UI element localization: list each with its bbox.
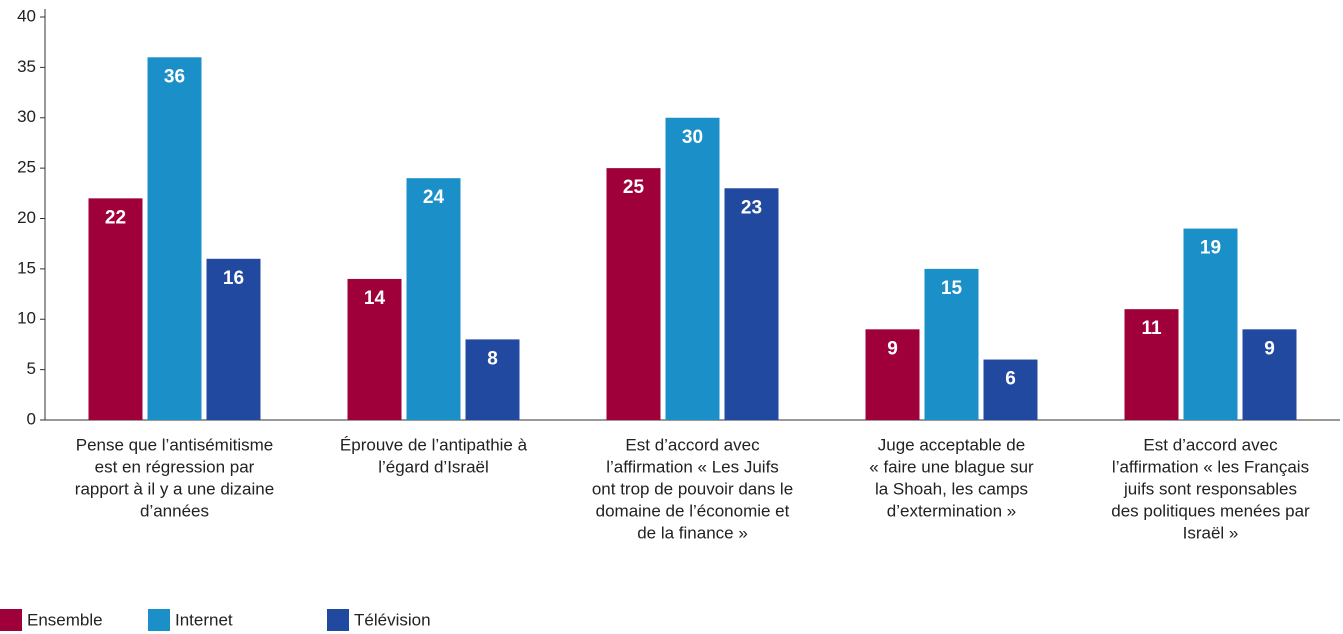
legend-label: Ensemble <box>27 610 103 629</box>
value-label: 24 <box>423 187 445 208</box>
y-tick-label: 5 <box>27 359 36 378</box>
x-tick-label: juifs sont responsables <box>1123 479 1297 498</box>
bar <box>206 258 261 420</box>
x-tick-label: Israël » <box>1183 523 1239 542</box>
value-label: 22 <box>105 207 126 228</box>
value-label: 36 <box>164 66 185 87</box>
value-label: 11 <box>1141 318 1162 339</box>
bar <box>606 168 661 420</box>
bar <box>983 359 1038 420</box>
y-tick-label: 20 <box>17 208 36 227</box>
x-tick-label: Éprouve de l’antipathie à <box>340 435 528 454</box>
legend-swatch <box>327 609 349 631</box>
y-tick-label: 40 <box>17 6 36 25</box>
y-tick-label: 35 <box>17 57 36 76</box>
x-tick-label: rapport à il y a une dizaine <box>75 479 274 498</box>
value-label: 25 <box>623 177 645 198</box>
legend-swatch <box>0 609 22 631</box>
legend-label: Internet <box>175 610 233 629</box>
y-tick-label: 10 <box>17 309 36 328</box>
value-label: 23 <box>741 197 762 218</box>
legend-label: Télévision <box>354 610 431 629</box>
bar <box>465 339 520 420</box>
x-tick-label: l’affirmation « Les Juifs <box>606 457 779 476</box>
value-label: 16 <box>223 268 244 289</box>
value-label: 8 <box>487 348 498 369</box>
value-label: 14 <box>364 288 386 309</box>
x-tick-label: la Shoah, les camps <box>875 479 1028 498</box>
bar <box>88 198 143 420</box>
value-label: 9 <box>887 338 898 359</box>
bar <box>665 117 720 420</box>
value-label: 9 <box>1264 338 1275 359</box>
x-tick-label: Juge acceptable de <box>878 435 1025 454</box>
bar <box>347 278 402 420</box>
x-tick-label: Est d’accord avec <box>1143 435 1278 454</box>
bar <box>406 178 461 420</box>
x-tick-label: « faire une blague sur <box>869 457 1034 476</box>
y-tick-label: 25 <box>17 158 36 177</box>
bar <box>147 57 202 421</box>
x-tick-label: Pense que l’antisémitisme <box>76 435 273 454</box>
y-tick-label: 0 <box>27 409 36 428</box>
x-tick-label: l’affirmation « les Français <box>1112 457 1309 476</box>
bar <box>1242 329 1297 420</box>
x-tick-label: ont trop de pouvoir dans le <box>592 479 793 498</box>
x-tick-label: des politiques menées par <box>1111 501 1310 520</box>
y-tick-label: 15 <box>17 258 36 277</box>
x-tick-label: d’années <box>140 501 209 520</box>
bar <box>1183 228 1238 420</box>
value-label: 19 <box>1200 238 1221 259</box>
x-tick-label: domaine de l’économie et <box>596 501 790 520</box>
y-tick-label: 30 <box>17 107 36 126</box>
value-label: 6 <box>1005 369 1016 390</box>
x-tick-label: l’égard d’Israël <box>378 457 489 476</box>
bar <box>924 268 979 420</box>
value-label: 15 <box>941 278 963 299</box>
bar <box>724 188 779 420</box>
x-tick-label: d’extermination » <box>887 501 1016 520</box>
x-tick-label: est en régression par <box>95 457 255 476</box>
bar <box>1124 309 1179 420</box>
bar <box>865 329 920 420</box>
x-tick-label: Est d’accord avec <box>625 435 760 454</box>
value-label: 30 <box>682 127 703 148</box>
legend-swatch <box>148 609 170 631</box>
x-tick-label: de la finance » <box>637 523 748 542</box>
